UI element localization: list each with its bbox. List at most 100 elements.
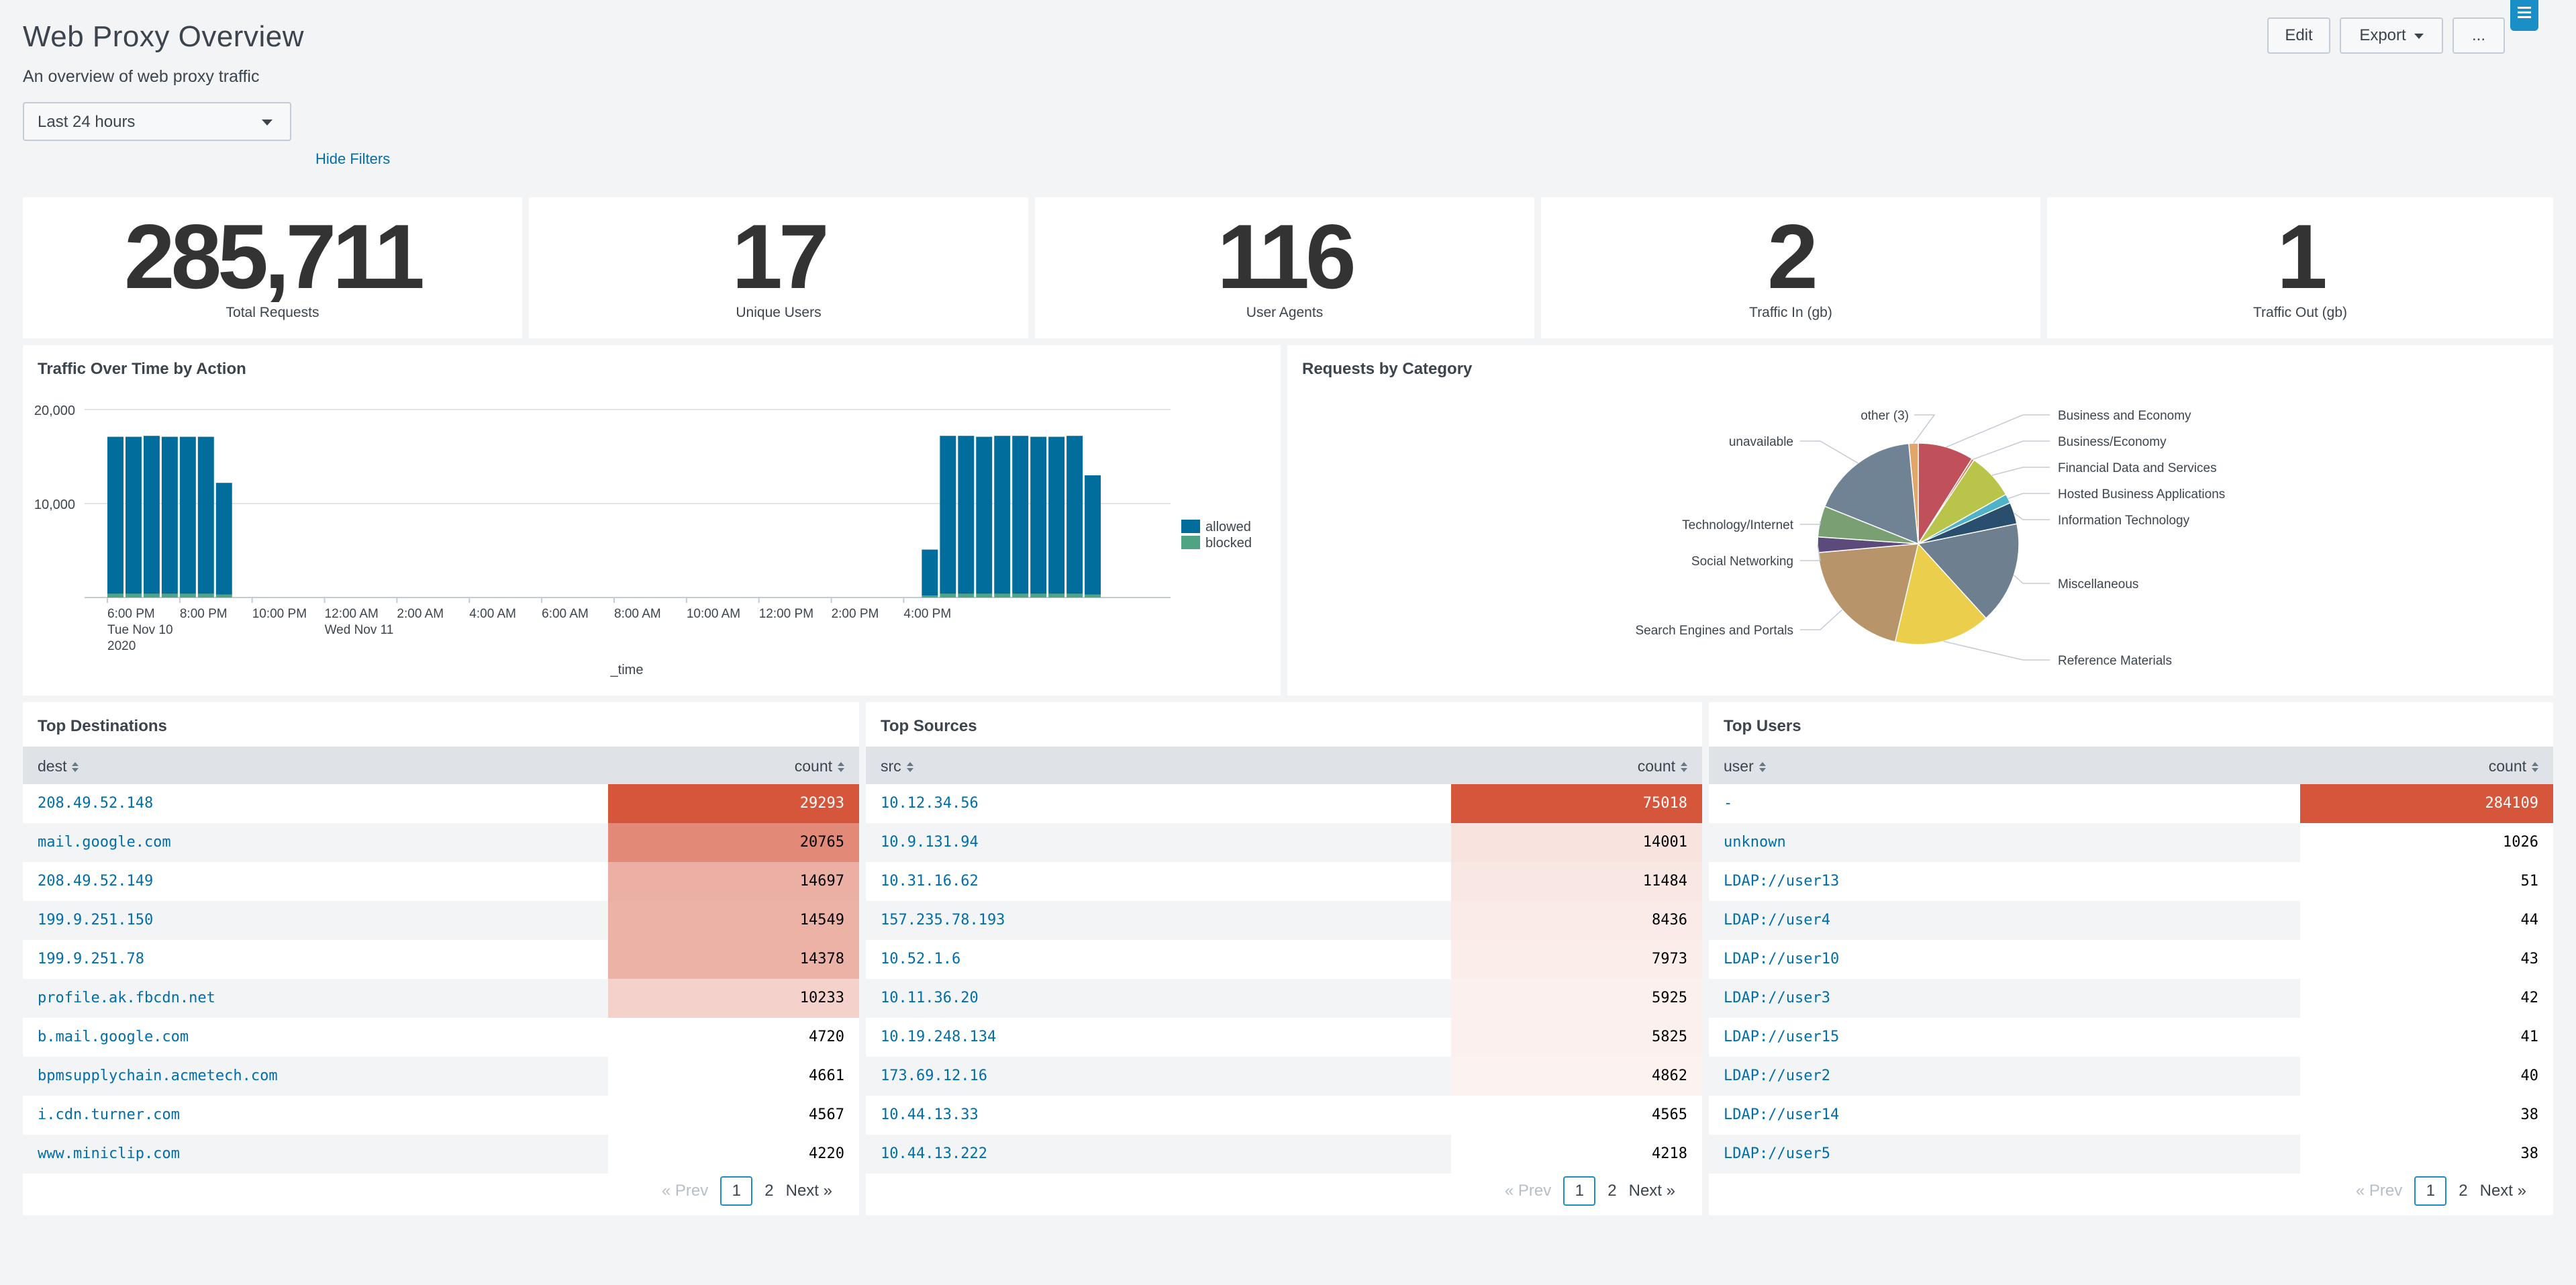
table-row[interactable]: 173.69.12.16 4862 xyxy=(866,1057,1702,1096)
row-name-link[interactable]: www.miniclip.com xyxy=(38,1145,180,1162)
column-header-count[interactable]: count xyxy=(795,757,844,775)
prev-page-button[interactable]: « Prev xyxy=(2355,1182,2403,1200)
row-name-link[interactable]: LDAP://user3 xyxy=(1724,990,1830,1006)
column-header-count[interactable]: count xyxy=(2489,757,2538,775)
bar-allowed[interactable] xyxy=(143,436,160,594)
hide-filters-link[interactable]: Hide Filters xyxy=(315,150,391,167)
row-name-link[interactable]: LDAP://user15 xyxy=(1724,1029,1840,1045)
pie-slice[interactable] xyxy=(1817,543,1919,642)
page-1-button[interactable]: 1 xyxy=(1563,1176,1596,1206)
row-name-link[interactable]: LDAP://user2 xyxy=(1724,1067,1830,1084)
column-header-dest[interactable]: dest xyxy=(38,757,79,775)
bar-blocked[interactable] xyxy=(1030,593,1047,598)
table-row[interactable]: 10.44.13.33 4565 xyxy=(866,1096,1702,1135)
table-row[interactable]: LDAP://user15 41 xyxy=(1709,1018,2553,1057)
bar-allowed[interactable] xyxy=(161,436,178,594)
bar-blocked[interactable] xyxy=(1012,593,1029,598)
table-row[interactable]: 10.12.34.56 75018 xyxy=(866,784,1702,823)
bar-blocked[interactable] xyxy=(197,593,214,598)
row-name-link[interactable]: 208.49.52.149 xyxy=(38,873,154,890)
table-row[interactable]: LDAP://user13 51 xyxy=(1709,862,2553,901)
table-row[interactable]: LDAP://user5 38 xyxy=(1709,1135,2553,1174)
table-row[interactable]: LDAP://user3 42 xyxy=(1709,979,2553,1018)
row-name-link[interactable]: 10.31.16.62 xyxy=(881,873,979,890)
bar-blocked[interactable] xyxy=(958,593,975,598)
row-name-link[interactable]: 10.19.248.134 xyxy=(881,1029,997,1045)
table-row[interactable]: 199.9.251.150 14549 xyxy=(23,901,859,940)
legend-swatch-blocked[interactable] xyxy=(1181,536,1200,549)
row-name-link[interactable]: profile.ak.fbcdn.net xyxy=(38,990,215,1006)
column-header-src[interactable]: src xyxy=(881,757,913,775)
row-name-link[interactable]: LDAP://user10 xyxy=(1724,951,1840,967)
bar-allowed[interactable] xyxy=(125,436,142,594)
bar-blocked[interactable] xyxy=(125,593,142,598)
row-name-link[interactable]: LDAP://user13 xyxy=(1724,873,1840,890)
table-row[interactable]: 157.235.78.193 8436 xyxy=(866,901,1702,940)
bar-blocked[interactable] xyxy=(107,593,123,598)
table-row[interactable]: 10.11.36.20 5925 xyxy=(866,979,1702,1018)
page-1-button[interactable]: 1 xyxy=(2414,1176,2447,1206)
more-actions-button[interactable]: ... xyxy=(2453,17,2505,54)
row-name-link[interactable]: mail.google.com xyxy=(38,834,171,851)
row-name-link[interactable]: 199.9.251.150 xyxy=(38,912,154,929)
row-name-link[interactable]: 173.69.12.16 xyxy=(881,1067,987,1084)
bar-blocked[interactable] xyxy=(1085,594,1101,598)
table-row[interactable]: www.miniclip.com 4220 xyxy=(23,1135,859,1174)
bar-blocked[interactable] xyxy=(143,593,160,598)
row-name-link[interactable]: 10.44.13.222 xyxy=(881,1145,987,1162)
bar-allowed[interactable] xyxy=(940,436,956,594)
bar-allowed[interactable] xyxy=(215,483,232,595)
table-row[interactable]: 10.9.131.94 14001 xyxy=(866,823,1702,862)
legend-label-blocked[interactable]: blocked xyxy=(1205,536,1252,551)
next-page-button[interactable]: Next » xyxy=(2479,1182,2526,1200)
table-row[interactable]: 208.49.52.148 29293 xyxy=(23,784,859,823)
row-name-link[interactable]: bpmsupplychain.acmetech.com xyxy=(38,1067,278,1084)
bar-allowed[interactable] xyxy=(107,436,123,594)
pie-slice[interactable] xyxy=(1918,442,1973,546)
prev-page-button[interactable]: « Prev xyxy=(661,1182,709,1200)
bar-allowed[interactable] xyxy=(1085,475,1101,595)
edit-button[interactable]: Edit xyxy=(2267,17,2330,54)
table-row[interactable]: 199.9.251.78 14378 xyxy=(23,940,859,979)
page-2-button[interactable]: 2 xyxy=(764,1182,774,1200)
export-button[interactable]: Export xyxy=(2340,17,2443,54)
bar-allowed[interactable] xyxy=(197,436,214,594)
row-name-link[interactable]: LDAP://user5 xyxy=(1724,1145,1830,1162)
pie-slice[interactable] xyxy=(1824,442,1919,545)
table-row[interactable]: LDAP://user4 44 xyxy=(1709,901,2553,940)
table-row[interactable]: 208.49.52.149 14697 xyxy=(23,862,859,901)
legend-label-allowed[interactable]: allowed xyxy=(1205,520,1251,534)
bar-allowed[interactable] xyxy=(1048,436,1065,594)
row-name-link[interactable]: i.cdn.turner.com xyxy=(38,1106,180,1123)
bar-blocked[interactable] xyxy=(215,594,232,598)
row-name-link[interactable]: - xyxy=(1724,795,1733,812)
time-range-picker[interactable]: Last 24 hours xyxy=(23,102,291,141)
bar-blocked[interactable] xyxy=(976,593,993,598)
bar-blocked[interactable] xyxy=(922,596,938,598)
row-name-link[interactable]: unknown xyxy=(1724,834,1786,851)
bar-blocked[interactable] xyxy=(1067,593,1083,598)
bar-blocked[interactable] xyxy=(940,593,956,598)
column-header-count[interactable]: count xyxy=(1638,757,1687,775)
bar-allowed[interactable] xyxy=(994,436,1011,594)
row-name-link[interactable]: LDAP://user14 xyxy=(1724,1106,1840,1123)
bar-allowed[interactable] xyxy=(179,436,196,594)
row-name-link[interactable]: 10.11.36.20 xyxy=(881,990,979,1006)
table-row[interactable]: 10.19.248.134 5825 xyxy=(866,1018,1702,1057)
bar-blocked[interactable] xyxy=(179,593,196,598)
table-row[interactable]: bpmsupplychain.acmetech.com 4661 xyxy=(23,1057,859,1096)
row-name-link[interactable]: 10.52.1.6 xyxy=(881,951,961,967)
bar-blocked[interactable] xyxy=(994,593,1011,598)
bar-blocked[interactable] xyxy=(1048,593,1065,598)
table-row[interactable]: mail.google.com 20765 xyxy=(23,823,859,862)
table-row[interactable]: b.mail.google.com 4720 xyxy=(23,1018,859,1057)
table-row[interactable]: 10.44.13.222 4218 xyxy=(866,1135,1702,1174)
pie-slice[interactable] xyxy=(1894,542,1987,645)
table-row[interactable]: 10.52.1.6 7973 xyxy=(866,940,1702,979)
bar-allowed[interactable] xyxy=(922,549,938,596)
page-2-button[interactable]: 2 xyxy=(2459,1182,2468,1200)
table-row[interactable]: profile.ak.fbcdn.net 10233 xyxy=(23,979,859,1018)
bar-allowed[interactable] xyxy=(958,436,975,594)
page-2-button[interactable]: 2 xyxy=(1607,1182,1617,1200)
table-row[interactable]: LDAP://user14 38 xyxy=(1709,1096,2553,1135)
